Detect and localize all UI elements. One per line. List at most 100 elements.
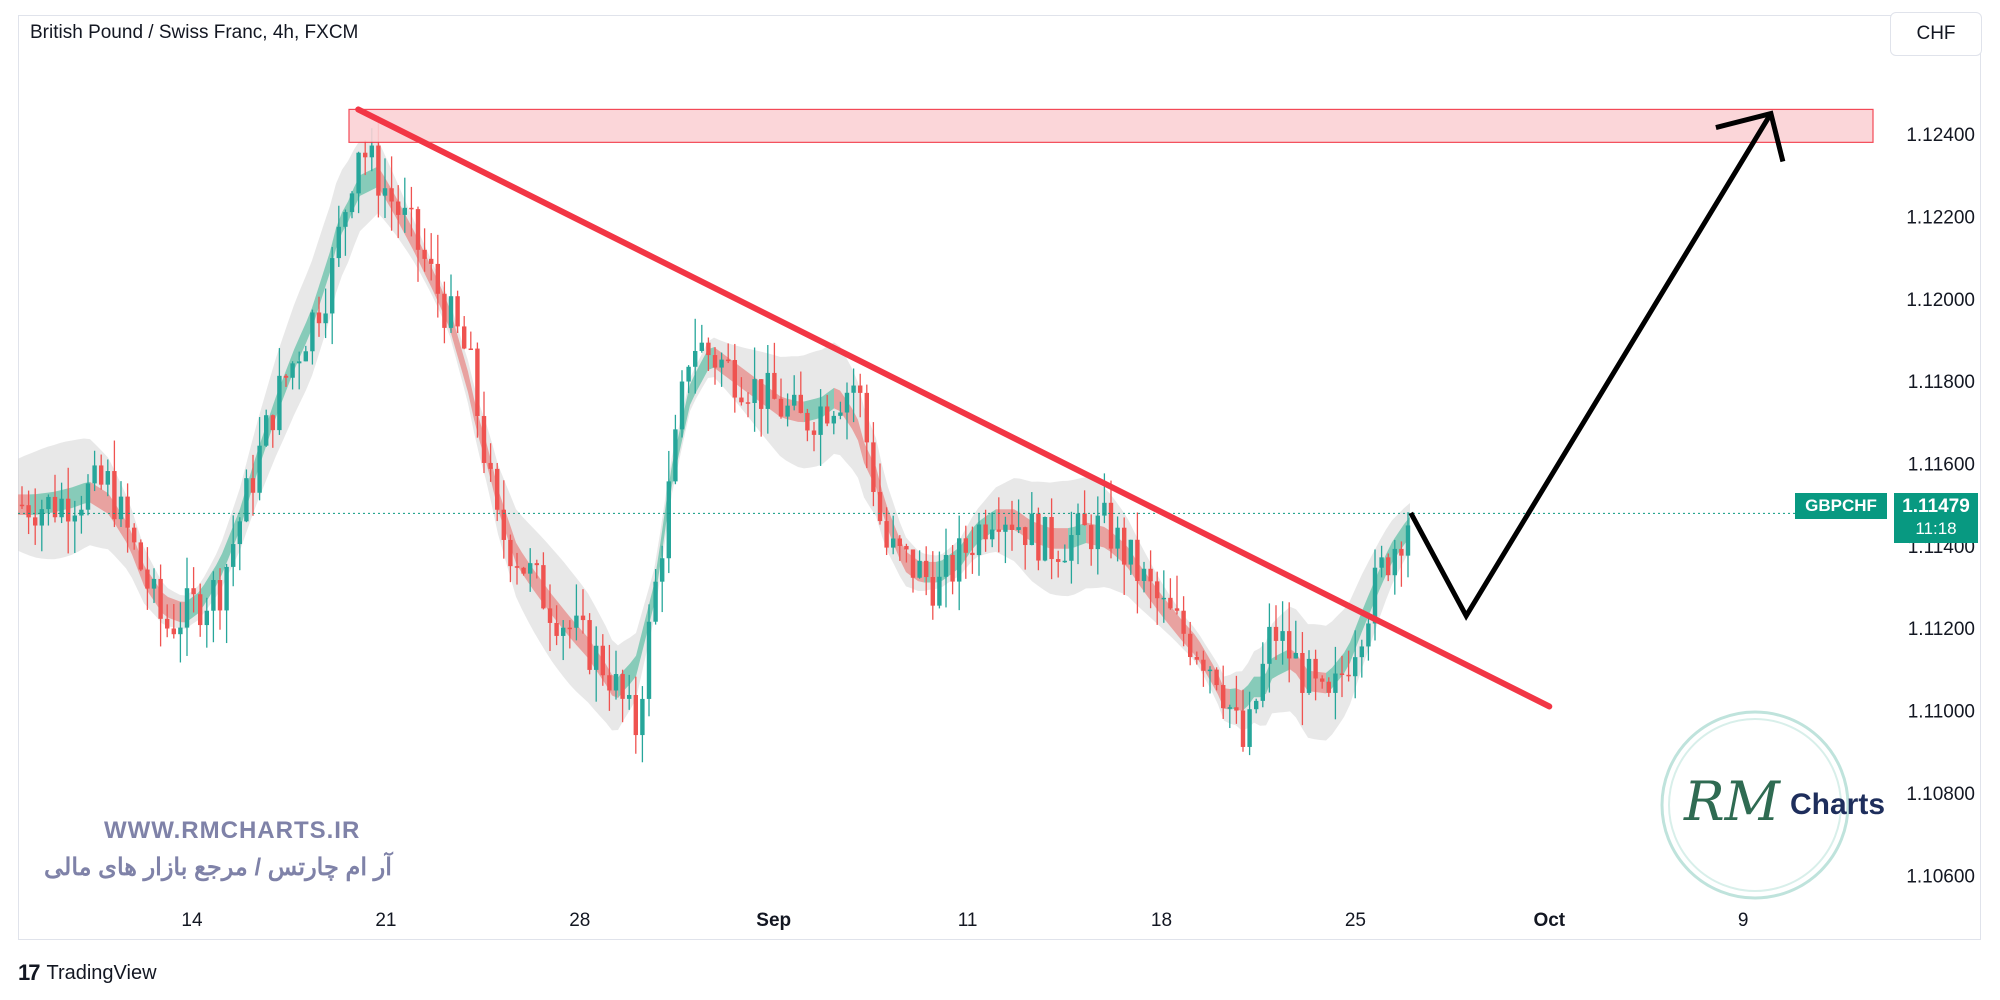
ma-ribbon-segment — [360, 172, 366, 196]
candle-body — [125, 496, 130, 528]
candle-body — [1188, 633, 1193, 658]
candle-body — [323, 313, 328, 324]
candle-body — [85, 483, 91, 510]
candle-body — [151, 578, 157, 589]
ma-ribbon-segment — [366, 169, 372, 193]
candle-body — [1392, 548, 1397, 576]
candle-body — [211, 580, 216, 611]
tradingview-logo-icon: 17 — [18, 960, 41, 985]
candle-body — [1366, 623, 1371, 647]
candle-body — [580, 615, 586, 621]
x-axis-tick-label: 25 — [1345, 910, 1366, 931]
candle-body — [996, 529, 1001, 532]
ma-ribbon-segment — [1158, 590, 1164, 619]
candle-body — [277, 375, 282, 431]
candle-body — [613, 674, 619, 691]
candle-body — [475, 348, 480, 417]
candle-body — [534, 563, 539, 566]
candle-body — [1346, 674, 1351, 677]
candle-body — [435, 263, 440, 294]
currency-selector[interactable]: CHF — [1890, 12, 1982, 56]
candle-body — [1069, 535, 1074, 561]
candle-body — [699, 342, 704, 351]
candle-body — [204, 610, 209, 626]
candle-body — [409, 207, 414, 210]
candle-body — [1333, 673, 1338, 693]
candle-body — [745, 402, 751, 404]
candle-body — [290, 363, 295, 378]
candle-body — [99, 465, 104, 485]
candle-body — [462, 326, 467, 349]
candle-body — [481, 416, 487, 463]
ma-ribbon-segment — [834, 387, 840, 412]
ma-ribbon-segment — [564, 609, 570, 638]
symbol-title[interactable]: British Pound / Swiss Franc, 4h, FXCM — [30, 22, 359, 43]
ma-ribbon-segment — [1176, 612, 1182, 641]
ma-ribbon-segment — [900, 539, 906, 573]
candle-body — [184, 588, 190, 628]
candle-body — [798, 394, 803, 413]
candle-body — [574, 615, 579, 628]
candle-body — [1221, 685, 1226, 709]
candle-body — [594, 645, 599, 670]
ma-ribbon-segment — [888, 509, 894, 546]
candle-body — [495, 468, 500, 510]
ma-ribbon-segment — [180, 601, 186, 623]
candle-body — [1029, 513, 1034, 546]
candle-body — [1234, 707, 1239, 711]
tradingview-brand[interactable]: 17 TradingView — [18, 960, 157, 986]
candle-body — [930, 577, 935, 606]
ma-ribbon-segment — [990, 509, 996, 534]
candle-body — [1168, 597, 1173, 609]
candle-body — [369, 145, 374, 158]
ma-ribbon-segment — [162, 592, 168, 618]
candle-body — [673, 429, 678, 482]
candle-body — [1194, 657, 1199, 660]
candle-body — [963, 538, 968, 553]
ma-ribbon-segment — [1398, 524, 1404, 554]
candle-body — [752, 379, 757, 404]
ma-ribbon-segment — [456, 329, 462, 372]
candle-body — [132, 527, 137, 543]
ma-ribbon-segment — [630, 655, 636, 685]
candle-body — [871, 442, 876, 492]
candle-body — [759, 379, 764, 409]
candle-body — [825, 406, 830, 424]
candle-body — [303, 351, 308, 362]
ma-ribbon-segment — [216, 553, 222, 586]
rmcharts-logo-circle — [1660, 710, 1850, 900]
rmcharts-logo-word: Charts — [1790, 788, 1886, 821]
ma-ribbon-segment — [1380, 554, 1386, 589]
candle-body — [396, 201, 401, 215]
candle-body — [732, 359, 737, 398]
candle-body — [864, 392, 869, 443]
candle-body — [138, 542, 143, 570]
ma-ribbon-segment — [294, 335, 300, 371]
projection-path — [1408, 112, 1774, 621]
ma-ribbon-segment — [1350, 626, 1356, 663]
ma-ribbon-segment — [234, 508, 240, 545]
ma-ribbon-segment — [96, 485, 102, 510]
candle-body — [1280, 631, 1285, 641]
candle-body — [356, 152, 361, 194]
candle-body — [547, 608, 553, 623]
candle-body — [877, 491, 883, 522]
candle-body — [59, 498, 64, 518]
rmcharts-logo-initials: RM — [1684, 770, 1780, 833]
candle-body — [171, 628, 176, 635]
candle-body — [46, 496, 51, 510]
candle-body — [52, 496, 58, 518]
candle-body — [666, 481, 671, 559]
x-axis-tick-label: 21 — [375, 910, 396, 931]
candle-body — [1300, 653, 1305, 693]
candle-body — [112, 471, 117, 520]
candle-body — [633, 694, 638, 736]
ma-ribbon-segment — [468, 371, 474, 420]
x-axis-tick-label: Sep — [756, 910, 791, 931]
candle-body — [257, 445, 262, 493]
ma-ribbon-segment — [174, 599, 180, 623]
candle-body — [283, 375, 289, 378]
y-axis-tick-label: 1.11800 — [1908, 372, 1975, 393]
ma-ribbon-segment — [1320, 672, 1326, 694]
